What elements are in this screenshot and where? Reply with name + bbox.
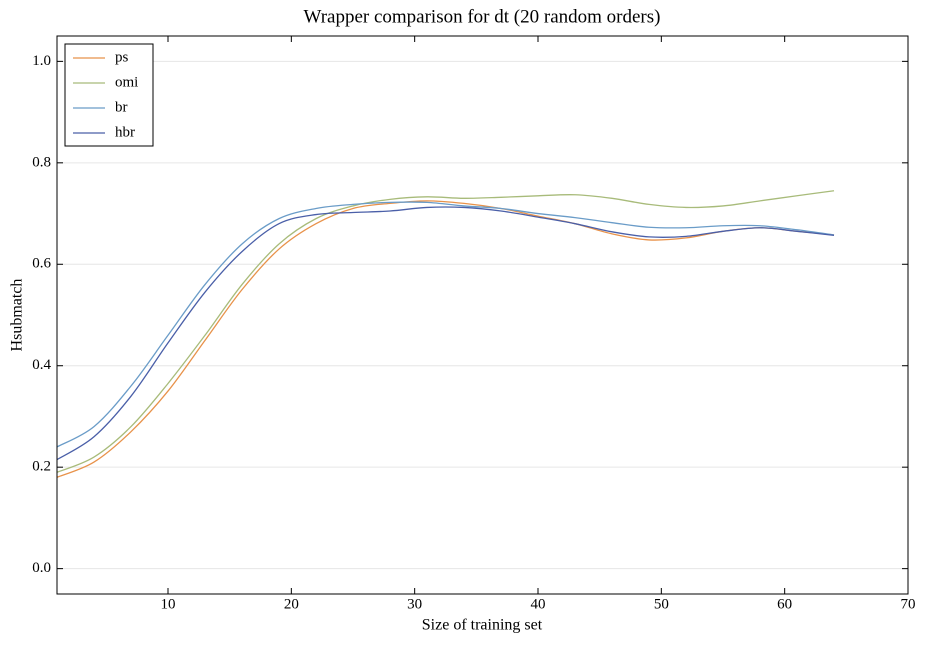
plot-frame: [56, 35, 909, 595]
y-axis-label: Hsubmatch: [9, 279, 26, 352]
x-tick-label: 70: [901, 596, 916, 612]
chart-title: Wrapper comparison for dt (20 random ord…: [304, 6, 661, 27]
line-series: [56, 206, 835, 461]
legend-label: omi: [115, 74, 138, 90]
x-tick-label: 40: [531, 596, 546, 612]
legend-box: [64, 43, 154, 147]
x-tick-label: 20: [284, 596, 299, 612]
legend-label: ps: [115, 49, 129, 65]
legend-label: br: [115, 99, 128, 115]
x-tick-label: 50: [654, 596, 669, 612]
x-tick-label: 10: [161, 596, 176, 612]
y-tick-label: 1.0: [32, 53, 51, 69]
x-tick-label: 30: [407, 596, 422, 612]
x-axis-label: Size of training set: [422, 617, 543, 634]
y-tick-label: 0.4: [32, 357, 51, 373]
x-tick-label: 60: [777, 596, 792, 612]
line-series: [56, 190, 835, 473]
y-tick-label: 0.8: [32, 154, 51, 170]
y-tick-label: 0.6: [32, 256, 51, 272]
line-series: [56, 201, 835, 448]
y-tick-label: 0.2: [32, 459, 51, 475]
y-tick-label: 0.0: [32, 560, 51, 576]
legend-label: hbr: [115, 124, 135, 140]
line-series: [56, 200, 835, 478]
